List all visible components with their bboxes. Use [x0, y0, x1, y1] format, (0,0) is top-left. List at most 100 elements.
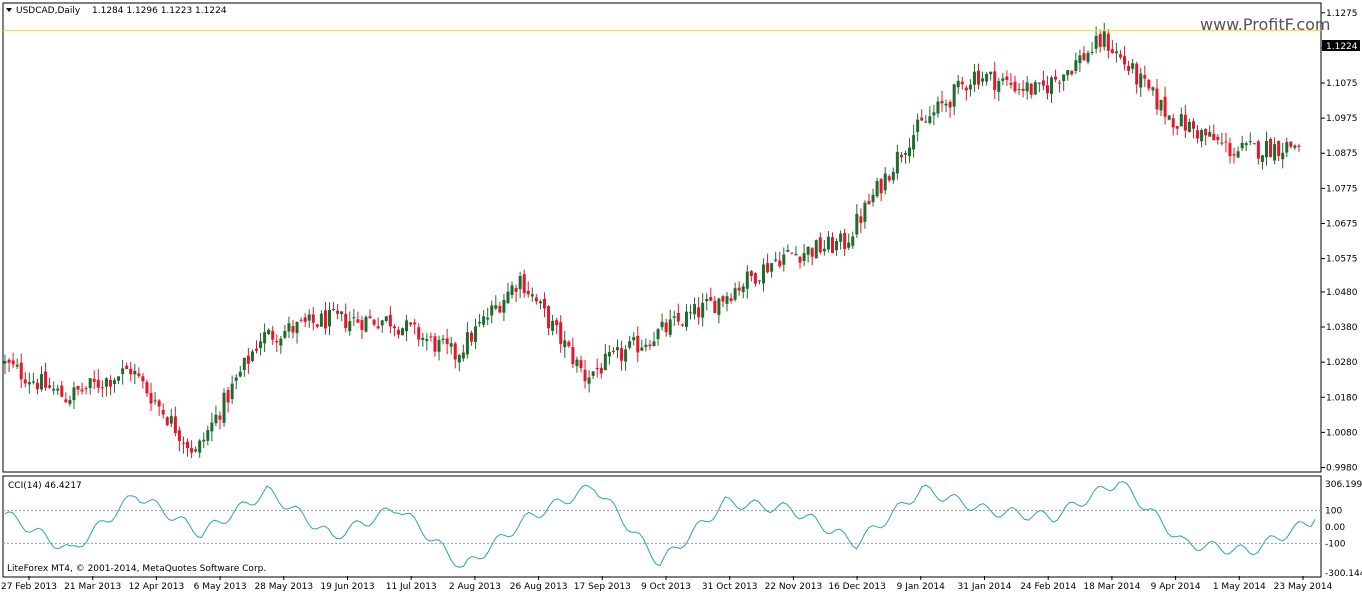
candle-body — [449, 343, 453, 347]
candle-body — [668, 319, 672, 335]
candle-body — [1143, 75, 1147, 79]
candle-body — [1224, 141, 1228, 143]
candle-body — [259, 341, 263, 349]
candle-body — [1058, 82, 1062, 84]
candle-body — [360, 320, 364, 331]
candle-body — [599, 367, 603, 374]
candle-body — [474, 326, 478, 342]
candle-body — [579, 360, 583, 369]
candle-body — [636, 335, 640, 353]
candle-body — [859, 216, 863, 223]
candle-body — [194, 449, 198, 452]
candle-body — [60, 385, 64, 397]
candle-body — [104, 378, 108, 387]
candle-body — [1102, 31, 1106, 47]
candle-body — [226, 389, 230, 403]
candle-body — [401, 328, 405, 336]
candle-body — [1293, 145, 1297, 148]
candle-body — [806, 246, 810, 255]
candle-body — [595, 367, 599, 370]
candle-body — [441, 338, 445, 341]
candle-body — [506, 291, 510, 304]
price-y-tick-label: 1.0675 — [1326, 219, 1358, 229]
candle-body — [1248, 141, 1252, 143]
candle-body — [246, 355, 250, 364]
menu-triangle-icon[interactable] — [6, 8, 12, 12]
candle-body — [1155, 88, 1159, 110]
candle-body — [1212, 133, 1216, 141]
candle-body — [437, 339, 441, 352]
candle-body — [514, 288, 518, 292]
candle-body — [218, 415, 222, 420]
candle-body — [753, 273, 757, 284]
candle-body — [279, 338, 283, 346]
current-price-tag — [1322, 40, 1360, 51]
cci-y-tick-label: 306.1992 — [1325, 480, 1362, 490]
cci-panel[interactable] — [2, 475, 1322, 578]
candle-body — [936, 101, 940, 114]
price-y-tick-label: 1.0080 — [1326, 428, 1358, 438]
candle-body — [689, 312, 693, 314]
candle-body — [968, 84, 972, 90]
candle-body — [137, 373, 141, 376]
candle-body — [461, 352, 465, 359]
candle-body — [409, 322, 413, 325]
candle-body — [757, 280, 761, 282]
candle-body — [993, 71, 997, 91]
candle-body — [165, 417, 169, 426]
candle-body — [1183, 114, 1187, 131]
price-panel[interactable] — [2, 2, 1322, 473]
current-price-tag-label: 1.1224 — [1326, 42, 1358, 52]
candle-body — [1273, 144, 1277, 161]
candle-body — [421, 337, 425, 340]
candle-body — [684, 311, 688, 327]
candle-body — [903, 152, 907, 155]
candle-body — [7, 359, 11, 363]
candle-body — [1281, 152, 1285, 160]
candle-body — [478, 321, 482, 324]
candle-body — [555, 320, 559, 325]
candle-body — [563, 340, 567, 348]
candle-body — [587, 377, 591, 384]
candle-body — [705, 298, 709, 302]
candle-body — [457, 355, 461, 363]
candle-body — [1175, 126, 1179, 129]
candle-body — [1106, 33, 1110, 51]
candle-body — [1070, 70, 1074, 75]
candle-body — [818, 237, 822, 253]
candle-body — [88, 378, 92, 388]
candle-body — [717, 298, 721, 315]
candle-body — [526, 290, 530, 295]
x-tick-label: 9 Apr 2014 — [1151, 582, 1201, 592]
price-y-tick-label: 0.9980 — [1326, 463, 1358, 473]
candle-body — [108, 379, 112, 387]
candle-body — [177, 430, 181, 441]
candle-body — [153, 400, 157, 402]
candle-body — [1021, 88, 1025, 92]
candle-body — [1066, 70, 1070, 76]
candle-body — [713, 300, 717, 313]
price-y-tick-label: 1.0575 — [1326, 255, 1358, 265]
candle-body — [1244, 143, 1248, 146]
candle-body — [972, 71, 976, 85]
candle-body — [721, 296, 725, 302]
candle-body — [648, 344, 652, 347]
candle-body — [766, 263, 770, 273]
candle-body — [413, 322, 417, 325]
candle-body — [664, 322, 668, 333]
candle-body — [847, 242, 851, 248]
candle-body — [1078, 55, 1082, 64]
candle-body — [364, 316, 368, 332]
candle-body — [230, 383, 234, 399]
cci-y-tick-label: -100 — [1325, 539, 1346, 549]
candle-body — [1127, 65, 1131, 71]
candle-body — [680, 324, 684, 326]
candle-body — [1094, 35, 1098, 49]
candle-body — [149, 392, 153, 404]
candle-body — [672, 316, 676, 318]
candle-body — [628, 341, 632, 348]
candle-body — [307, 314, 311, 321]
candle-body — [603, 353, 607, 371]
candle-body — [940, 100, 944, 104]
candle-body — [1196, 130, 1200, 139]
